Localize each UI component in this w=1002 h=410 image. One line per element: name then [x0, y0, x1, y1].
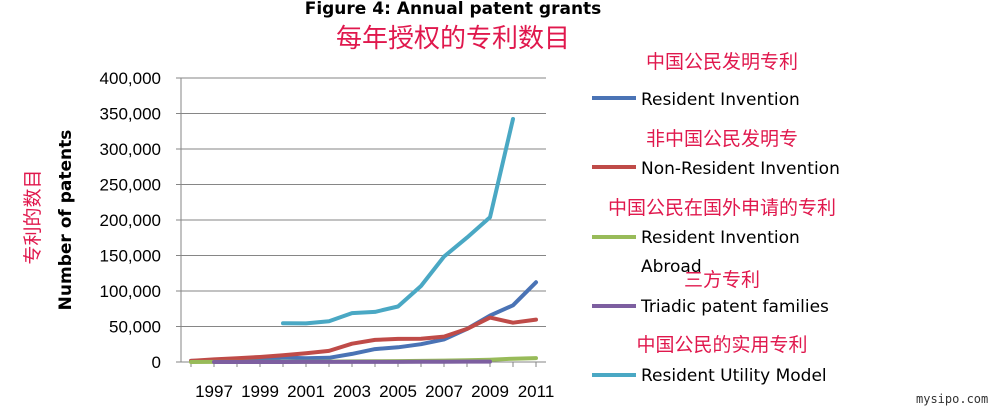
legend-label: Resident Invention [641, 90, 800, 110]
legend-label: Resident Utility Model [641, 366, 827, 386]
x-tick-label: 2001 [287, 382, 325, 401]
y-tick-label: 0 [152, 353, 161, 372]
series-line-non-resident-invention [189, 315, 538, 363]
y-tick-label: 300,000 [100, 140, 161, 159]
y-tick-label: 200,000 [100, 211, 161, 230]
gridlines [181, 77, 546, 327]
x-tick-label: 2009 [471, 382, 509, 401]
legend-item-resident-invention: 中国公民发明专利 Resident Invention [592, 51, 800, 110]
series-lines [189, 117, 538, 364]
chart-title: Figure 4: Annual patent grants [305, 0, 602, 19]
chart-subtitle: 每年授权的专利数目 [336, 24, 570, 54]
y-tick-label: 250,000 [100, 176, 161, 195]
y-tick-label: 100,000 [100, 282, 161, 301]
y-tick-label: 50,000 [109, 318, 161, 337]
x-tick-label: 1997 [195, 382, 233, 401]
x-tick-label: 1999 [241, 382, 279, 401]
y-axis-annotation: 专利的数目 [22, 169, 44, 264]
legend-label: Resident Invention Abroad [641, 228, 800, 277]
x-tick-label: 2003 [333, 382, 371, 401]
legend-item-resident-invention-abroad: 中国公民在国外申请的专利 Resident Invention Abroad [592, 197, 836, 277]
legend-annotation: 中国公民发明专利 [646, 51, 798, 73]
legend-annotation: 三方专利 [684, 269, 760, 291]
watermark: mysipo.com [916, 392, 988, 406]
legend-annotation: 中国公民的实用专利 [636, 334, 807, 356]
x-tick-label: 2005 [379, 382, 417, 401]
legend-annotation: 中国公民在国外申请的专利 [608, 197, 836, 219]
legend-annotation: 非中国公民发明专 [646, 128, 798, 150]
legend-label: Non-Resident Invention [641, 159, 840, 179]
y-tick-label: 400,000 [100, 69, 161, 88]
y-tick-label: 150,000 [100, 247, 161, 266]
y-tick-label: 350,000 [100, 105, 161, 124]
series-line-resident-utility-model [281, 117, 515, 326]
y-axis: 0 50,000 100,000 150,000 200,000 250,000 300,0… [100, 69, 182, 372]
legend: 中国公民发明专利 Resident Invention 非中国公民发明专 Non-Re… [592, 51, 840, 386]
legend-item-resident-utility-model: 中国公民的实用专利 Resident Utility Model [592, 334, 827, 386]
x-tick-label: 2011 [518, 382, 555, 401]
y-axis-title: Number of patents [56, 130, 76, 311]
x-tick-label: 2007 [425, 382, 463, 401]
legend-item-triadic-patent-families: 三方专利 Triadic patent families [592, 269, 829, 317]
legend-label: Triadic patent families [640, 297, 829, 317]
x-axis: 1997 1999 2001 2003 2005 2007 2009 2011 [181, 361, 555, 401]
y-axis-title-group: Number of patents 专利的数目 [22, 130, 76, 311]
legend-item-non-resident-invention: 非中国公民发明专 Non-Resident Invention [592, 128, 840, 179]
